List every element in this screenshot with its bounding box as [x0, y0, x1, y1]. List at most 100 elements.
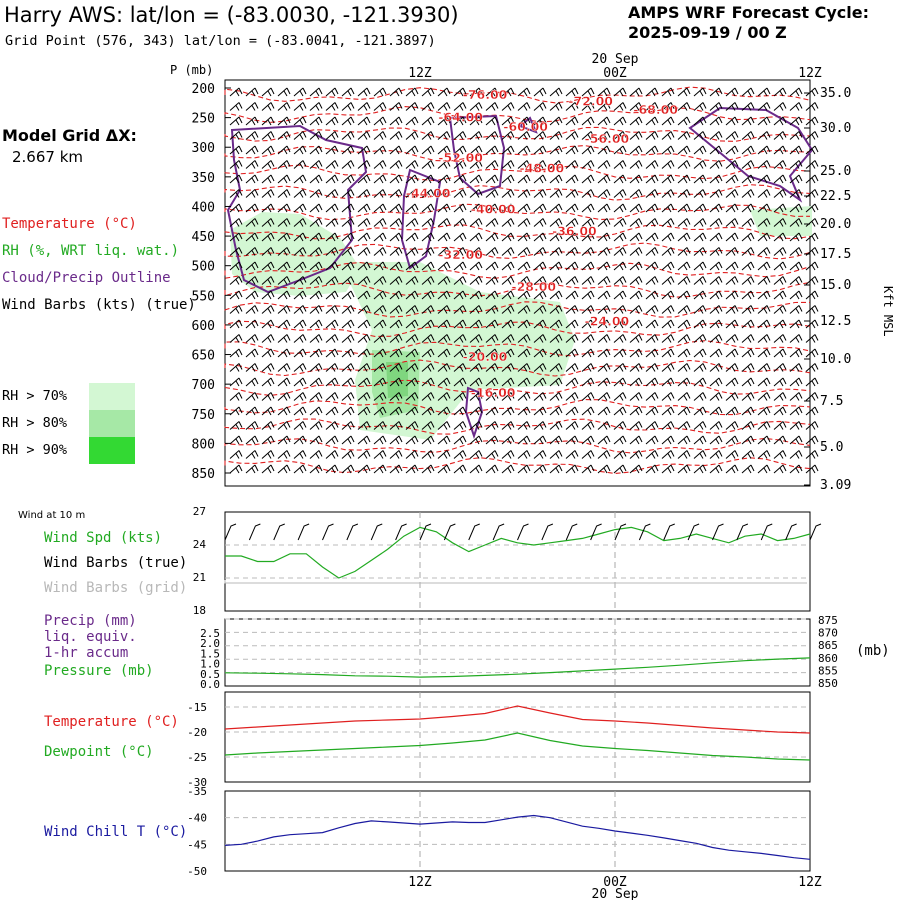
pressure-y-tick: 865 — [818, 639, 838, 652]
wind-barb — [309, 87, 323, 97]
wind-barb — [309, 174, 323, 184]
wind-barb — [613, 102, 627, 111]
wind-barb — [309, 203, 323, 213]
wind-barb — [629, 218, 643, 227]
wind-barb — [533, 464, 547, 474]
wind-barb — [389, 131, 403, 140]
wind-barb — [261, 305, 275, 314]
wind-barb — [581, 377, 595, 387]
wind-barb — [501, 421, 515, 430]
wind-barb — [677, 218, 691, 227]
wind-barb — [261, 406, 275, 416]
wind-barb — [437, 348, 451, 358]
wind-barb — [293, 189, 307, 198]
wind-barb — [245, 305, 259, 314]
wind-barb — [501, 435, 515, 445]
wind-barb — [597, 348, 611, 358]
wind-barb — [517, 160, 531, 169]
wind-barb — [277, 319, 291, 329]
height-tick-label: 10.0 — [820, 352, 851, 367]
wind-barb — [485, 348, 499, 358]
wind-barb — [629, 276, 643, 285]
wind-barb — [357, 334, 371, 343]
legend-cloud-outline: Cloud/Precip Outline — [2, 270, 171, 286]
wind-barb — [597, 174, 611, 184]
wind-barb — [741, 319, 755, 329]
wind-barb — [757, 464, 771, 474]
wind-barb — [517, 363, 531, 372]
wind-barb — [597, 450, 611, 459]
wind-barb — [645, 189, 659, 198]
temperature-y-tick: -20 — [187, 726, 207, 739]
wind-barb — [805, 406, 819, 416]
wind-barb — [357, 145, 371, 155]
wind-barb — [405, 363, 419, 372]
wind-barb — [741, 87, 755, 97]
temperature-contour-label: -40.00 — [471, 201, 516, 216]
wind-barb — [309, 218, 323, 227]
wind-barb — [405, 421, 419, 430]
wind-barb — [677, 377, 691, 387]
wind-barb — [725, 464, 739, 474]
grid-point-subtitle: Grid Point (576, 343) lat/lon = (-83.004… — [5, 33, 436, 49]
wind-barb — [533, 450, 547, 459]
wind-barb — [421, 435, 435, 445]
wind-barb — [357, 131, 371, 140]
wind-barb — [453, 218, 467, 227]
wind-barb — [373, 392, 387, 401]
wind-barb — [773, 87, 787, 97]
wind-barb — [789, 160, 803, 169]
pressure-axis-unit: (mb) — [856, 643, 890, 659]
wind-barb — [613, 305, 627, 314]
wind-barb — [677, 203, 691, 213]
wind-barb — [453, 276, 467, 285]
wind-barb — [677, 406, 691, 416]
wind-barb — [613, 87, 627, 97]
wind-barb — [421, 363, 435, 372]
legend-rh: RH (%, WRT liq. wat.) — [2, 243, 180, 259]
wind-barb — [613, 160, 627, 169]
wind-barb — [581, 290, 595, 300]
wind-barb — [597, 247, 611, 256]
wind-barb — [709, 377, 723, 387]
wind-barb — [549, 421, 563, 430]
wind-barb — [453, 334, 467, 343]
wind-barb — [741, 261, 755, 271]
wind-barb — [469, 232, 483, 242]
wind-barb — [741, 116, 755, 126]
wind-barb — [725, 348, 739, 358]
wind-barb — [773, 421, 787, 430]
wind-barb — [581, 160, 595, 169]
wind-barb — [597, 203, 611, 213]
wind-barb — [309, 450, 323, 459]
wind-barb — [261, 102, 275, 111]
wind-barb — [613, 363, 627, 372]
wind-barb — [485, 203, 499, 213]
wind-barb — [629, 87, 643, 97]
wind-barb — [277, 334, 291, 343]
wind-barb — [373, 131, 387, 140]
wind-barb — [309, 145, 323, 155]
true-wind-barb — [541, 523, 554, 541]
wind-barb — [597, 334, 611, 343]
wind-barb — [677, 348, 691, 358]
wind-barb — [677, 319, 691, 329]
wind-barb — [437, 421, 451, 430]
wind-barb — [453, 203, 467, 213]
wind-barb — [533, 218, 547, 227]
wind-barb — [805, 450, 819, 459]
wind-barb — [437, 102, 451, 111]
temperature-contour-label: -72.00 — [568, 94, 613, 109]
wind-barb — [533, 247, 547, 256]
wind-barb — [389, 435, 403, 445]
temperature-contour — [224, 457, 811, 475]
wind-barb — [741, 174, 755, 184]
wind-barb — [501, 203, 515, 213]
wind-barb — [341, 131, 355, 140]
true-wind-barb — [224, 523, 237, 541]
wind-barb — [661, 87, 675, 97]
wind-barb — [373, 261, 387, 271]
wind-barb — [389, 406, 403, 416]
wind-barb — [373, 116, 387, 126]
wind-barb — [325, 232, 339, 242]
